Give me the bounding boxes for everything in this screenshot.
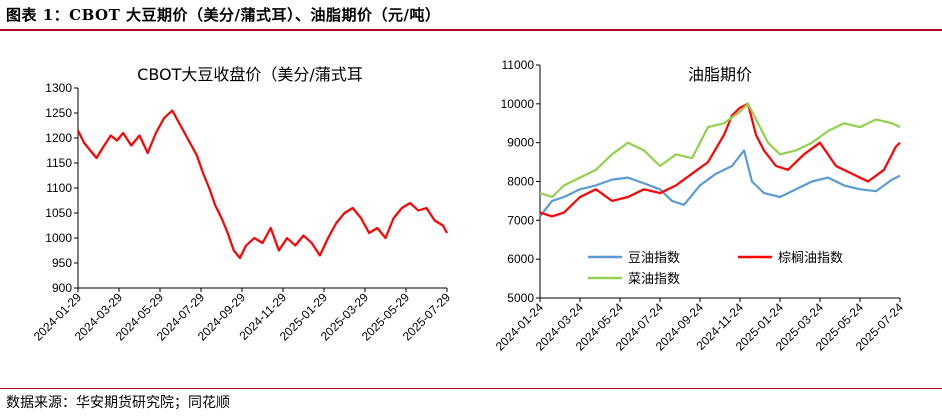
y-tick-label: 5000 xyxy=(507,291,534,305)
series-line-1 xyxy=(539,149,901,218)
y-tick-label: 1000 xyxy=(45,231,72,245)
source-note: 数据来源：华安期货研究院；同花顺 xyxy=(6,395,230,411)
chart-title: 油脂期价 xyxy=(688,65,752,84)
y-tick-label: 900 xyxy=(52,281,72,295)
y-tick-label: 1150 xyxy=(46,156,72,170)
y-tick-label: 1100 xyxy=(46,181,72,195)
top-divider xyxy=(0,29,942,31)
figure-title: 图表 1：CBOT 大豆期价（美分/蒲式耳）、油脂期价（元/吨） xyxy=(6,6,441,24)
y-tick-label: 1300 xyxy=(45,81,72,95)
y-tick-label: 1250 xyxy=(45,106,72,120)
series-line-1 xyxy=(77,109,448,260)
legend-label: 豆油指数 xyxy=(628,251,680,266)
y-tick-label: 9000 xyxy=(507,136,534,150)
bottom-divider xyxy=(0,388,942,389)
y-tick-label: 950 xyxy=(52,256,72,270)
y-tick-label: 1200 xyxy=(45,131,72,145)
series-line-3 xyxy=(539,102,901,199)
y-tick-label: 6000 xyxy=(507,252,534,266)
y-tick-label: 8000 xyxy=(507,175,534,189)
y-tick-label: 10000 xyxy=(501,97,535,111)
series-line-2 xyxy=(539,102,901,218)
y-tick-label: 7000 xyxy=(507,213,534,227)
legend-label: 棕榈油指数 xyxy=(778,251,843,266)
legend-label: 菜油指数 xyxy=(628,272,680,287)
chart-title: CBOT大豆收盘价（美分/蒲式耳 xyxy=(137,65,363,84)
y-tick-label: 11000 xyxy=(502,58,535,72)
y-tick-label: 1050 xyxy=(45,206,72,220)
